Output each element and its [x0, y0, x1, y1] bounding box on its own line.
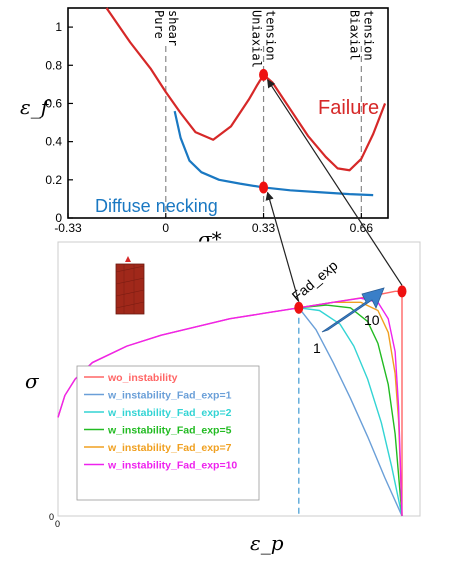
top-y-tick-labels: 0 0.2 0.4 0.6 0.8 1: [45, 20, 73, 225]
top-series-line: [105, 7, 387, 172]
stress-state-labels: Pure shear Uniaxial tension Biaxial tension: [152, 10, 376, 68]
bottom-y-tick-0: 0: [49, 512, 54, 522]
top-y-tick-label: 0: [55, 211, 62, 225]
bottom-y-axis-label: σ: [25, 369, 40, 393]
state-label: Pure: [152, 10, 166, 39]
top-marker: [259, 68, 269, 81]
connector-arrow: [267, 79, 403, 286]
top-y-tick-label: 0.6: [45, 96, 62, 110]
top-x-tick-label: -0.33: [54, 221, 82, 235]
state-label: Uniaxial: [250, 10, 264, 68]
failure-annotation: Failure: [318, 97, 379, 119]
state-label: tension: [264, 10, 278, 61]
bottom-marker: [397, 285, 407, 298]
bottom-series-line: [298, 307, 403, 517]
fad-exp-10-annotation: 10: [364, 312, 380, 328]
top-y-tick-label: 1: [55, 20, 62, 34]
failure-strain-chart: 00.20.40.60.81 -0.33 0 0.33 0.66 Pure shear U…: [20, 7, 389, 251]
bottom-x-axis-label: ε_p: [250, 531, 284, 555]
top-series-group: [105, 7, 387, 197]
diffuse-necking-annotation: Diffuse necking: [95, 196, 218, 216]
legend-entry: w_instability_Fad_exp=10: [107, 460, 237, 472]
legend-box: [76, 365, 260, 501]
top-y-tick-label: 0.8: [45, 58, 62, 72]
top-x-tick-labels: -0.33 0 0.33 0.66: [54, 213, 373, 235]
legend-entry: w_instability_Fad_exp=7: [107, 442, 232, 454]
top-x-tick-label: 0: [162, 221, 169, 235]
legend: wo_instability w_instability_Fad_exp=1 w_i…: [76, 365, 260, 501]
connecting-arrows: [265, 79, 403, 302]
stress-strain-chart: Fad_exp 1 10 wo_instabilityw_instability…: [25, 241, 421, 555]
bottom-series-line: [298, 307, 403, 517]
state-label: shear: [166, 10, 180, 46]
connector-arrow: [265, 191, 300, 302]
state-label: tension: [361, 10, 375, 61]
legend-entry: w_instability_Fad_exp=1: [107, 390, 232, 402]
fad-exp-arrow: [321, 287, 385, 333]
top-y-axis-label: ε_f: [20, 95, 52, 119]
fad-exp-1-annotation: 1: [313, 340, 321, 356]
top-marker: [259, 181, 269, 194]
top-x-tick-label: 0.33: [252, 221, 276, 235]
bottom-x-tick-0: 0: [55, 519, 60, 529]
legend-entry: w_instability_Fad_exp=5: [107, 425, 232, 437]
bottom-series-line: [298, 304, 403, 517]
specimen-icon: [115, 256, 145, 315]
state-label: Biaxial: [347, 10, 361, 61]
top-markers-group: [259, 68, 269, 194]
top-y-tick-label: 0.4: [45, 135, 62, 149]
top-series-line: [173, 110, 374, 197]
bottom-marker: [294, 301, 304, 314]
legend-entry: wo_instability: [107, 372, 178, 384]
top-y-tick-label: 0.2: [45, 173, 62, 187]
legend-entry: w_instability_Fad_exp=2: [107, 407, 232, 419]
bottom-markers-group: [294, 285, 407, 314]
